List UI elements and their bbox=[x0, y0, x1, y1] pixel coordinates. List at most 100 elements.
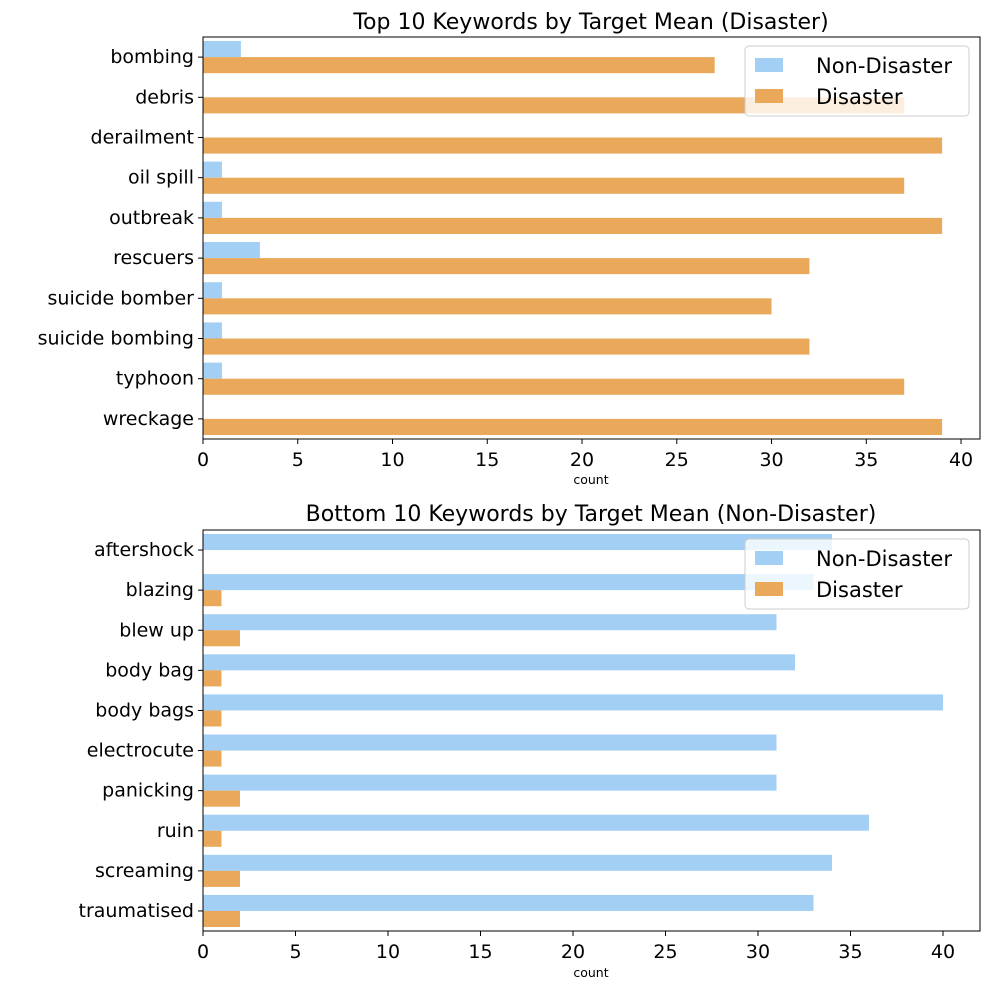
bar-disaster-debris bbox=[203, 97, 905, 114]
bar-non-disaster-bombing bbox=[203, 41, 241, 58]
x-tick-label-15: 15 bbox=[468, 941, 492, 963]
y-tick-label-traumatised: traumatised bbox=[79, 900, 194, 922]
bar-disaster-electrocute bbox=[203, 750, 222, 767]
chart-bottom-x-axis-label: count bbox=[573, 965, 608, 980]
x-tick-label-40: 40 bbox=[949, 449, 973, 471]
chart-bottom-legend-box bbox=[744, 538, 970, 610]
chart-bottom-y-axis: aftershock blazing blew up body bag body bag… bbox=[79, 539, 203, 922]
y-tick-label-aftershock: aftershock bbox=[94, 539, 194, 561]
legend-label-disaster: Disaster bbox=[816, 85, 903, 109]
bar-disaster-oil-spill bbox=[203, 177, 905, 194]
y-tick-label-wreckage: wreckage bbox=[103, 408, 194, 430]
y-tick-label-electrocute: electrocute bbox=[87, 740, 194, 762]
bar-disaster-blew-up bbox=[203, 630, 240, 647]
bar-non-disaster-suicide-bomber bbox=[203, 282, 222, 299]
chart-bottom-legend: Non-Disaster Disaster bbox=[744, 538, 970, 610]
bar-disaster-suicide-bomber bbox=[203, 298, 772, 315]
bar-non-disaster-blazing bbox=[203, 574, 814, 591]
x-tick-label-35: 35 bbox=[854, 449, 878, 471]
chart-bottom-axes-frame bbox=[202, 529, 981, 932]
bar-non-disaster-typhoon bbox=[203, 362, 222, 379]
y-tick-label-derailment: derailment bbox=[91, 127, 194, 149]
bar-disaster-body-bags bbox=[203, 710, 222, 727]
legend-swatch-non-disaster bbox=[755, 551, 783, 565]
bar-non-disaster-blew-up bbox=[203, 614, 777, 631]
bar-non-disaster-body-bags bbox=[203, 694, 943, 711]
x-tick-label-0: 0 bbox=[197, 449, 209, 471]
chart-bottom-x-axis: 0 5 10 15 20 25 30 35 40 bbox=[197, 931, 955, 963]
bar-disaster-rescuers bbox=[203, 258, 810, 275]
y-tick-label-suicide-bomber: suicide bomber bbox=[48, 287, 195, 309]
chart-top-title: Top 10 Keywords by Target Mean (Disaster… bbox=[352, 10, 828, 35]
y-tick-label-panicking: panicking bbox=[102, 780, 194, 802]
legend-label-non-disaster: Non-Disaster bbox=[816, 54, 952, 78]
bar-non-disaster-traumatised bbox=[203, 894, 814, 911]
chart-bottom: Bottom 10 Keywords by Target Mean (Non-D… bbox=[79, 502, 981, 980]
x-tick-label-20: 20 bbox=[570, 449, 594, 471]
chart-top-legend-box bbox=[744, 45, 970, 117]
x-tick-label-5: 5 bbox=[289, 941, 301, 963]
bar-non-disaster-screaming bbox=[203, 854, 832, 871]
y-tick-label-outbreak: outbreak bbox=[109, 207, 194, 229]
chart-bottom-title: Bottom 10 Keywords by Target Mean (Non-D… bbox=[306, 502, 877, 527]
x-tick-label-30: 30 bbox=[746, 941, 770, 963]
chart-top-axes-frame bbox=[202, 36, 981, 440]
y-tick-label-typhoon: typhoon bbox=[116, 368, 194, 390]
bar-disaster-blazing bbox=[203, 590, 222, 607]
legend-swatch-non-disaster bbox=[755, 58, 783, 72]
bar-non-disaster-panicking bbox=[203, 774, 777, 791]
bar-disaster-ruin bbox=[203, 830, 222, 847]
chart-top-y-axis: bombing debris derailment oil spill outbreak… bbox=[38, 46, 203, 430]
bar-non-disaster-ruin bbox=[203, 814, 869, 831]
y-tick-label-blew-up: blew up bbox=[119, 619, 194, 641]
y-tick-label-debris: debris bbox=[135, 86, 194, 108]
bar-non-disaster-rescuers bbox=[203, 242, 260, 259]
y-tick-label-body-bag: body bag bbox=[105, 659, 194, 681]
x-tick-label-25: 25 bbox=[653, 941, 677, 963]
y-tick-label-rescuers: rescuers bbox=[113, 247, 194, 269]
chart-top-legend: Non-Disaster Disaster bbox=[744, 45, 970, 117]
x-tick-label-30: 30 bbox=[759, 449, 783, 471]
chart-top-x-axis-label: count bbox=[573, 472, 608, 487]
chart-bottom-bars bbox=[203, 534, 943, 927]
x-tick-label-15: 15 bbox=[475, 449, 499, 471]
x-tick-label-10: 10 bbox=[380, 449, 404, 471]
y-tick-label-bombing: bombing bbox=[110, 46, 194, 68]
x-tick-label-0: 0 bbox=[197, 941, 209, 963]
x-tick-label-40: 40 bbox=[931, 941, 955, 963]
bar-non-disaster-electrocute bbox=[203, 734, 777, 751]
x-tick-label-5: 5 bbox=[292, 449, 304, 471]
bar-disaster-body-bag bbox=[203, 670, 222, 687]
chart-top-x-axis: 0 5 10 15 20 25 30 35 40 bbox=[197, 439, 973, 471]
bar-disaster-wreckage bbox=[203, 418, 943, 435]
bar-disaster-panicking bbox=[203, 790, 240, 807]
y-tick-label-ruin: ruin bbox=[157, 820, 194, 842]
bar-non-disaster-outbreak bbox=[203, 201, 222, 218]
bar-non-disaster-body-bag bbox=[203, 654, 795, 671]
legend-label-non-disaster: Non-Disaster bbox=[816, 547, 952, 571]
y-tick-label-screaming: screaming bbox=[95, 860, 194, 882]
bar-non-disaster-oil-spill bbox=[203, 161, 222, 178]
x-tick-label-20: 20 bbox=[561, 941, 585, 963]
y-tick-label-suicide-bombing: suicide bombing bbox=[38, 328, 194, 350]
bar-non-disaster-aftershock bbox=[203, 534, 832, 551]
x-tick-label-35: 35 bbox=[838, 941, 862, 963]
y-tick-label-body-bags: body bags bbox=[95, 699, 194, 721]
bar-disaster-derailment bbox=[203, 137, 943, 154]
y-tick-label-blazing: blazing bbox=[126, 579, 194, 601]
legend-swatch-disaster bbox=[755, 89, 783, 103]
bar-disaster-traumatised bbox=[203, 910, 240, 927]
bar-disaster-screaming bbox=[203, 870, 240, 887]
legend-label-disaster: Disaster bbox=[816, 578, 903, 602]
chart-top-bars bbox=[203, 41, 943, 435]
y-tick-label-oil-spill: oil spill bbox=[128, 167, 194, 189]
x-tick-label-10: 10 bbox=[376, 941, 400, 963]
bar-disaster-outbreak bbox=[203, 217, 943, 234]
chart-top: Top 10 Keywords by Target Mean (Disaster… bbox=[38, 10, 981, 487]
bar-disaster-bombing bbox=[203, 57, 715, 74]
bar-disaster-typhoon bbox=[203, 378, 905, 395]
x-tick-label-25: 25 bbox=[665, 449, 689, 471]
bar-non-disaster-suicide-bombing bbox=[203, 322, 222, 339]
legend-swatch-disaster bbox=[755, 582, 783, 596]
